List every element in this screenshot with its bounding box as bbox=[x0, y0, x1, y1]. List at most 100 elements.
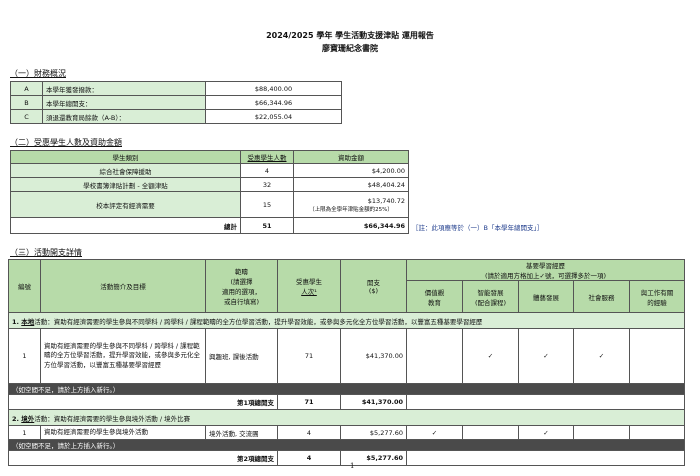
finance-table: A 本學年獲發撥款： $88,400.00 B 本學年總開支： $66,344.96 C 須退… bbox=[10, 81, 342, 124]
section-type: 境外 bbox=[21, 414, 35, 423]
header-amount: 資助金額 bbox=[293, 150, 409, 164]
section-total-label: 第2項總開支 bbox=[8, 450, 278, 466]
kle-column-header: 與工作有關 的經驗 bbox=[628, 280, 686, 313]
kle-note: (請於適用方格加上✓號，可選擇多於一項) bbox=[485, 272, 607, 280]
section-total-expense: $5,277.60 bbox=[340, 450, 407, 466]
beneficiary-count: 4 bbox=[240, 163, 294, 178]
total-label: 總計 bbox=[10, 217, 241, 234]
activity-no: 1 bbox=[8, 425, 41, 440]
total-amount: $66,344.96 bbox=[293, 217, 409, 234]
beneficiary-amount: $48,404.24 bbox=[367, 180, 405, 189]
activity-scope: 境外活動, 交流團 bbox=[205, 425, 278, 440]
beneficiary-note: （上限為全學年津貼金額的25%） bbox=[309, 206, 393, 213]
check-mark: ✓ bbox=[518, 425, 574, 440]
finance-value: $88,400.00 bbox=[205, 81, 342, 96]
section-type: 本地 bbox=[21, 317, 35, 326]
insert-note-row: （如空間不足，請於上方插入新行。） bbox=[7, 439, 686, 451]
beneficiary-total-row: 總計 51 $66,344.96 bbox=[10, 217, 409, 234]
finance-row: A 本學年獲發撥款： $88,400.00 bbox=[10, 81, 342, 96]
kle-column-header: 社會服務 bbox=[573, 280, 630, 313]
check-mark bbox=[573, 425, 630, 440]
beneficiaries-table: 學生類別 受惠學生人數 資助金額 綜合社會保障援助 4 $4,200.00 學校書簿津… bbox=[10, 150, 409, 234]
scope-label: 範疇 bbox=[235, 268, 248, 276]
check-mark bbox=[462, 425, 519, 440]
section-title-cell: 2. 境外活動：資助有經濟需要的學生參與境外活動 / 境外比賽 bbox=[7, 409, 686, 426]
activity-students: 71 bbox=[277, 328, 341, 384]
school-name: 廖寶珊紀念書院 bbox=[322, 44, 378, 53]
students-unit: 人次¹ bbox=[301, 288, 317, 296]
scope-note: 適用的選項， bbox=[222, 288, 261, 296]
insert-note: （如空間不足，請於上方插入新行。） bbox=[7, 383, 686, 395]
beneficiary-count: 15 bbox=[240, 191, 294, 218]
activity-expense: $41,370.00 bbox=[340, 328, 407, 384]
kle-column-header: 體藝發展 bbox=[518, 280, 574, 313]
check-mark bbox=[406, 328, 463, 384]
header-students: 受惠學生 人次¹ bbox=[277, 259, 341, 313]
insert-note-row: （如空間不足，請於上方插入新行。） bbox=[7, 383, 686, 395]
beneficiary-amount-cell: $13,740.72 （上限為全學年津貼金額的25%） bbox=[293, 191, 409, 218]
scope-note: (請選擇 bbox=[230, 278, 253, 286]
finance-code: A bbox=[10, 81, 43, 96]
kle-column-header: 價值觀 教育 bbox=[406, 280, 463, 313]
beneficiary-category: 綜合社會保障援助 bbox=[10, 163, 241, 178]
finance-value: $66,344.96 bbox=[205, 95, 342, 110]
check-mark: ✓ bbox=[573, 328, 630, 384]
beneficiary-amount-cell: $48,404.24 bbox=[293, 177, 409, 192]
finance-heading: （一）財務概況 bbox=[10, 69, 66, 78]
activity-no: 1 bbox=[8, 328, 41, 384]
header-count: 受惠學生人數 bbox=[240, 150, 294, 164]
header-no: 編號 bbox=[8, 259, 41, 313]
beneficiaries-heading: （二）受惠學生人數及資助金額 bbox=[10, 138, 122, 147]
finance-row: C 須退還教育局餘款（A-B）： $22,055.04 bbox=[10, 109, 342, 124]
check-mark: ✓ bbox=[462, 328, 519, 384]
header-kle: 基要學習經歷 (請於適用方格加上✓號，可選擇多於一項) bbox=[405, 259, 686, 281]
section-description: 活動：資助有經濟需要的學生參與不同學科 / 跨學科 / 課程範疇的全方位學習活動… bbox=[34, 317, 483, 326]
header-expense: 開支 ($) bbox=[340, 259, 407, 313]
check-mark bbox=[628, 425, 686, 440]
empty-cell bbox=[405, 450, 686, 466]
total-remark: ［註：此項應等於（一）B「本學年總開支」］ bbox=[412, 224, 544, 232]
beneficiary-amount: $4,200.00 bbox=[371, 166, 405, 175]
scope-note: 或自行填寫) bbox=[223, 298, 260, 306]
check-mark bbox=[628, 328, 686, 384]
section-total-row: 第2項總開支 4 $5,277.60 bbox=[8, 450, 686, 466]
check-mark: ✓ bbox=[406, 425, 463, 440]
beneficiary-row: 校本評定有經濟需要 15 $13,740.72 （上限為全學年津貼金額的25%） bbox=[10, 191, 409, 218]
section-total-students: 4 bbox=[277, 450, 341, 466]
finance-code: C bbox=[10, 109, 43, 124]
activity-description: 資助有經濟需要的學生參與不同學科 / 跨學科 / 課程範疇的全方位學習活動，提升… bbox=[40, 328, 206, 384]
students-label: 受惠學生 bbox=[296, 278, 322, 286]
section-description: 活動：資助有經濟需要的學生參與境外活動 / 境外比賽 bbox=[34, 414, 191, 423]
finance-label: 本學年總開支： bbox=[42, 95, 206, 110]
activity-scope: 興趣班, 課後活動 bbox=[205, 328, 278, 384]
section-total-row: 第1項總開支 71 $41,370.00 bbox=[8, 394, 686, 410]
finance-code: B bbox=[10, 95, 43, 110]
finance-label: 本學年獲發撥款： bbox=[42, 81, 206, 96]
finance-value: $22,055.04 bbox=[205, 109, 342, 124]
report-title: 2024/2025 學年 學生活動支援津貼 運用報告 bbox=[266, 31, 434, 40]
beneficiary-amount: $13,740.72 bbox=[367, 196, 405, 205]
activity-students: 4 bbox=[277, 425, 341, 440]
activity-section-title: 2. 境外活動：資助有經濟需要的學生參與境外活動 / 境外比賽 bbox=[7, 409, 686, 426]
section-total-students: 71 bbox=[277, 394, 341, 410]
total-count: 51 bbox=[240, 217, 294, 234]
header-desc: 活動簡介及目標 bbox=[40, 259, 206, 313]
beneficiary-amount-cell: $4,200.00 bbox=[293, 163, 409, 178]
beneficiary-category: 學校書簿津貼計劃 - 全額津貼 bbox=[10, 177, 241, 192]
header-category: 學生類別 bbox=[10, 150, 241, 164]
expense-unit: ($) bbox=[368, 287, 379, 295]
activity-section-title: 1. 本地活動：資助有經濟需要的學生參與不同學科 / 跨學科 / 課程範疇的全方… bbox=[7, 312, 686, 329]
beneficiary-count: 32 bbox=[240, 177, 294, 192]
insert-note: （如空間不足，請於上方插入新行。） bbox=[7, 439, 686, 451]
finance-row: B 本學年總開支： $66,344.96 bbox=[10, 95, 342, 110]
beneficiary-row: 綜合社會保障援助 4 $4,200.00 bbox=[10, 163, 409, 178]
header-scope: 範疇 (請選擇 適用的選項， 或自行填寫) bbox=[205, 259, 278, 313]
kle-label: 基要學習經歷 bbox=[526, 262, 566, 270]
check-mark: ✓ bbox=[518, 328, 574, 384]
activity-expense: $5,277.60 bbox=[340, 425, 407, 440]
activity-description: 資助有經濟需要的學生參與境外活動 bbox=[40, 425, 206, 440]
expense-label: 開支 bbox=[367, 279, 380, 287]
activity-row: 1 資助有經濟需要的學生參與不同學科 / 跨學科 / 課程範疇的全方位學習活動，提… bbox=[8, 328, 686, 384]
page-number: 1 bbox=[350, 462, 355, 470]
section-number: 1. bbox=[12, 317, 22, 326]
